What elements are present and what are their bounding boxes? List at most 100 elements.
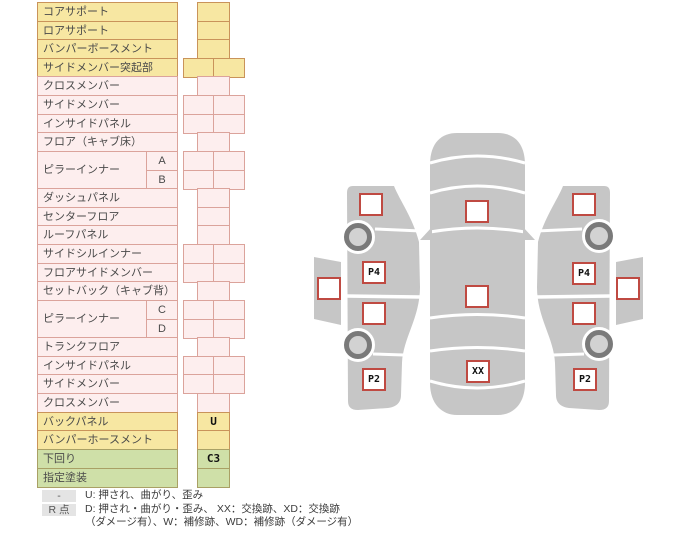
row-label: クロスメンバー bbox=[37, 393, 178, 413]
marker-right-front-door: P4 bbox=[572, 262, 596, 285]
row-label: センターフロア bbox=[37, 207, 178, 227]
sub-row-label: B bbox=[146, 170, 178, 190]
right-panel-seam-rear bbox=[552, 352, 585, 357]
row-label: フロアサイドメンバー bbox=[37, 263, 178, 283]
marker-left-front-fender bbox=[359, 193, 383, 216]
sub-row-label: C bbox=[146, 300, 178, 320]
value-cell bbox=[183, 374, 214, 394]
marker-right-door-panel bbox=[616, 277, 640, 300]
value-cell bbox=[197, 430, 230, 450]
row-label: クロスメンバー bbox=[37, 76, 178, 96]
value-cell bbox=[183, 151, 214, 171]
value-cell bbox=[183, 95, 214, 115]
value-cell bbox=[197, 76, 230, 96]
value-cell bbox=[183, 244, 214, 264]
roof-rear-seam bbox=[429, 313, 526, 320]
value-cell bbox=[213, 319, 245, 339]
value-cell bbox=[197, 337, 230, 357]
value-cell bbox=[213, 114, 245, 134]
legend-key-dash: - bbox=[42, 490, 76, 502]
row-label: インサイドパネル bbox=[37, 356, 178, 376]
value-cell bbox=[213, 58, 245, 78]
value-cell bbox=[197, 132, 230, 152]
right-rear-wheel-hub bbox=[590, 335, 608, 353]
marker-hood bbox=[465, 200, 489, 223]
car-silhouettes bbox=[314, 133, 643, 415]
row-label: セットバック（キャブ背） bbox=[37, 281, 178, 301]
right-mirror-icon bbox=[523, 227, 535, 240]
value-cell: C3 bbox=[197, 449, 230, 469]
value-cell: U bbox=[197, 412, 230, 432]
left-front-wheel-hub bbox=[349, 228, 367, 246]
hood-front-seam bbox=[429, 184, 526, 195]
value-cell bbox=[197, 393, 230, 413]
marker-left-rear-door bbox=[362, 302, 386, 325]
value-cell bbox=[197, 207, 230, 227]
marker-left-rear-fender: P2 bbox=[362, 368, 386, 391]
marker-left-door-panel bbox=[317, 277, 341, 300]
legend-key-rpoint: R 点 bbox=[42, 503, 76, 516]
row-label: サイドメンバー bbox=[37, 95, 178, 115]
legend-text-continued: （ダメージ有）、W：補修跡、WD：補修跡（ダメージ有） bbox=[85, 516, 359, 528]
legend-text-d: D: 押され・曲がり・歪み、 XX：交換跡、XD：交換跡 bbox=[85, 502, 340, 515]
row-label: サイドメンバー突起部 bbox=[37, 58, 178, 78]
value-cell bbox=[183, 114, 214, 134]
row-label: ダッシュパネル bbox=[37, 188, 178, 208]
row-label: バンパーホースメント bbox=[37, 430, 178, 450]
value-cell bbox=[183, 300, 214, 320]
left-panel-seam-rear bbox=[372, 352, 405, 357]
right-front-wheel-hub bbox=[590, 227, 608, 245]
sub-row-label: A bbox=[146, 151, 178, 171]
left-rear-wheel-hub bbox=[349, 336, 367, 354]
value-cell bbox=[183, 263, 214, 283]
marker-right-front-fender bbox=[572, 193, 596, 216]
value-cell bbox=[197, 21, 230, 41]
value-cell bbox=[213, 170, 245, 190]
legend-row: R 点 D: 押され・曲がり・歪み、 XX：交換跡、XD：交換跡 bbox=[42, 503, 402, 517]
marker-trunk: XX bbox=[466, 360, 490, 383]
value-cell bbox=[197, 188, 230, 208]
marker-roof bbox=[465, 285, 489, 308]
legend-row: - U: 押され、曲がり、歪み bbox=[42, 489, 402, 503]
row-label: コアサポート bbox=[37, 2, 178, 22]
rear-window-seam bbox=[429, 346, 526, 353]
legend-key-empty bbox=[42, 517, 76, 529]
row-label: インサイドパネル bbox=[37, 114, 178, 134]
row-label: ピラーインナー bbox=[37, 300, 147, 338]
value-cell bbox=[213, 263, 245, 283]
row-label: バンパーボースメント bbox=[37, 39, 178, 59]
legend-row: （ダメージ有）、W：補修跡、WD：補修跡（ダメージ有） bbox=[42, 516, 402, 530]
value-cell bbox=[183, 170, 214, 190]
left-mirror-icon bbox=[420, 227, 432, 240]
sub-row-label: D bbox=[146, 319, 178, 339]
top-view bbox=[430, 133, 525, 415]
marker-right-rear-door bbox=[572, 302, 596, 325]
value-cell bbox=[197, 39, 230, 59]
rear-bumper-seam bbox=[429, 379, 526, 390]
value-cell bbox=[213, 244, 245, 264]
row-label: サイドメンバー bbox=[37, 374, 178, 394]
marker-left-front-door: P4 bbox=[362, 261, 386, 284]
value-cell bbox=[213, 151, 245, 171]
legend-text-u: U: 押され、曲がり、歪み bbox=[85, 489, 204, 501]
row-label: トランクフロア bbox=[37, 337, 178, 357]
left-panel-seam-front bbox=[374, 227, 422, 233]
value-cell bbox=[213, 356, 245, 376]
right-panel-seam-front bbox=[535, 227, 583, 233]
row-label: ロアサポート bbox=[37, 21, 178, 41]
value-cell bbox=[213, 300, 245, 320]
right-panel-seam-middle bbox=[535, 294, 612, 299]
value-cell bbox=[183, 356, 214, 376]
car-damage-diagram: P4 P2 XX P4 P2 bbox=[296, 125, 692, 425]
value-cell bbox=[197, 281, 230, 301]
damage-table: コアサポート ロアサポート バンパーボースメント サイドメンバー突起部 クロスメンバーサ… bbox=[37, 2, 249, 490]
row-label: 下回り bbox=[37, 449, 178, 469]
value-cell bbox=[213, 374, 245, 394]
value-cell bbox=[213, 95, 245, 115]
row-label: 指定塗装 bbox=[37, 468, 178, 488]
left-panel-seam-middle bbox=[345, 294, 422, 299]
value-cell bbox=[183, 58, 214, 78]
row-label: ルーフパネル bbox=[37, 225, 178, 245]
row-label: フロア（キャブ床） bbox=[37, 132, 178, 152]
